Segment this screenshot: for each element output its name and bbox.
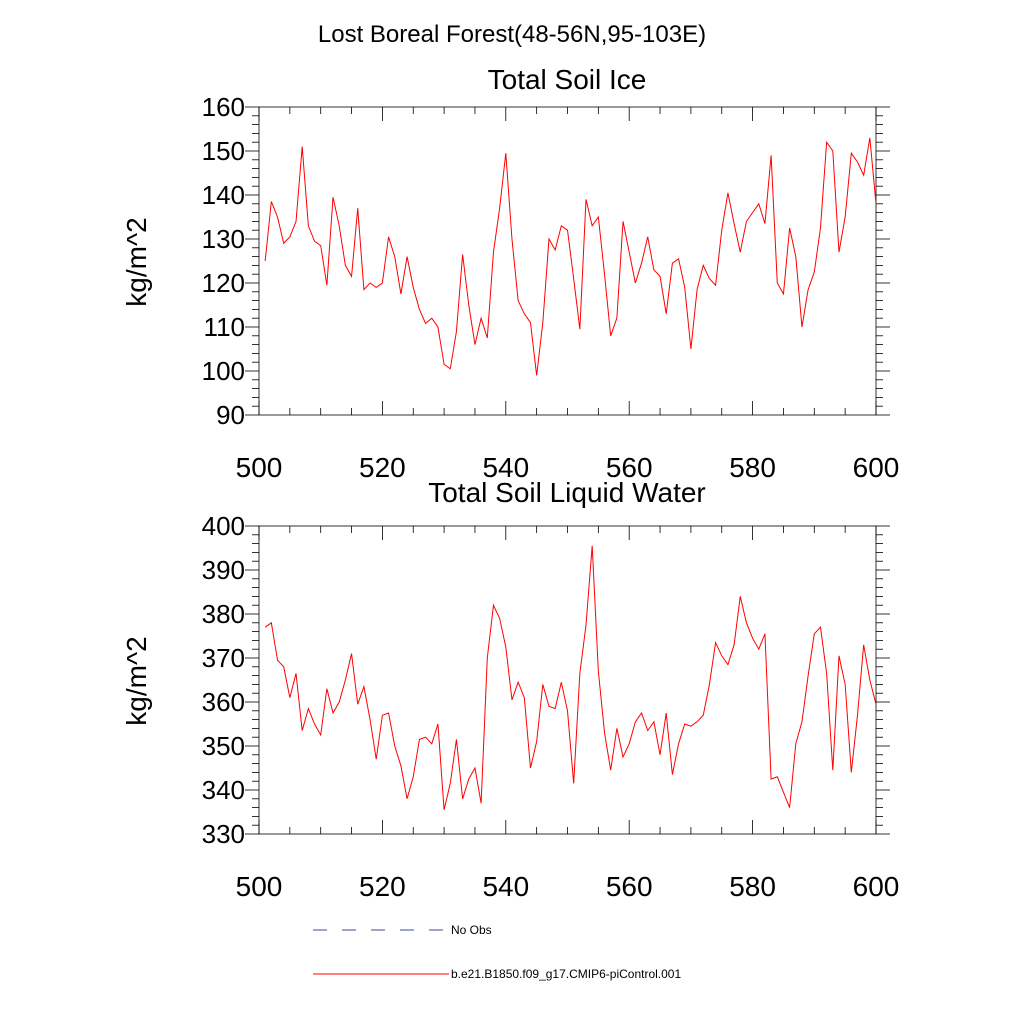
x-tick-label: 580 — [729, 871, 776, 902]
y-tick-label: 150 — [202, 136, 245, 166]
series — [264, 545, 877, 810]
y-tick-label: 370 — [202, 643, 245, 673]
y-tick-label: 140 — [202, 180, 245, 210]
x-tick-label: 500 — [236, 871, 283, 902]
x-tick-label: 600 — [853, 452, 900, 483]
y-tick-label: 160 — [202, 92, 245, 122]
axes: 500 520 540 560 580 600 330 340 350 360 370 380 390 4… — [202, 511, 900, 902]
axes: 500 520 540 560 580 600 90 100 110 120 130 140 150 16… — [202, 92, 900, 483]
y-tick-label: 390 — [202, 555, 245, 585]
panel-title: Total Soil Ice — [488, 64, 647, 95]
x-tick-label: 540 — [482, 452, 529, 483]
y-tick-label: 130 — [202, 224, 245, 254]
x-tick-label: 580 — [729, 452, 776, 483]
x-tick-label: 560 — [606, 452, 653, 483]
x-tick-label: 520 — [359, 871, 406, 902]
x-tick-label: 600 — [853, 871, 900, 902]
y-tick-label: 380 — [202, 599, 245, 629]
series-line — [264, 545, 877, 810]
legend-item-no-obs: No Obs — [313, 923, 492, 937]
plot-frame — [258, 106, 877, 416]
series-line — [264, 137, 877, 376]
x-tick-label: 560 — [606, 871, 653, 902]
panel-total-soil-liquid-water: Total Soil Liquid Water kg/m^2 500 520 540… — [121, 477, 899, 902]
y-axis-label: kg/m^2 — [121, 636, 152, 725]
y-tick-label: 100 — [202, 356, 245, 386]
y-tick-label: 400 — [202, 511, 245, 541]
series — [264, 137, 877, 376]
y-tick-label: 120 — [202, 268, 245, 298]
y-tick-label: 350 — [202, 731, 245, 761]
y-axis-label: kg/m^2 — [121, 217, 152, 306]
y-tick-label: 330 — [202, 819, 245, 849]
x-tick-label: 520 — [359, 452, 406, 483]
x-tick-label: 500 — [236, 452, 283, 483]
y-tick-label: 110 — [204, 312, 245, 342]
panel-title: Total Soil Liquid Water — [428, 477, 706, 508]
y-tick-label: 340 — [202, 775, 245, 805]
y-tick-label: 360 — [202, 687, 245, 717]
panel-total-soil-ice: Total Soil Ice kg/m^2 500 520 540 560 580 600… — [121, 64, 899, 483]
x-tick-label: 540 — [482, 871, 529, 902]
legend-label: b.e21.B1850.f09_g17.CMIP6-piControl.001 — [451, 967, 681, 981]
legend-item-model: b.e21.B1850.f09_g17.CMIP6-piControl.001 — [313, 967, 681, 981]
y-tick-label: 90 — [216, 400, 245, 430]
figure-title: Lost Boreal Forest(48-56N,95-103E) — [318, 21, 706, 48]
legend-label: No Obs — [451, 923, 492, 937]
plot-frame — [258, 525, 877, 835]
legend: No Obs b.e21.B1850.f09_g17.CMIP6-piContr… — [313, 923, 681, 981]
